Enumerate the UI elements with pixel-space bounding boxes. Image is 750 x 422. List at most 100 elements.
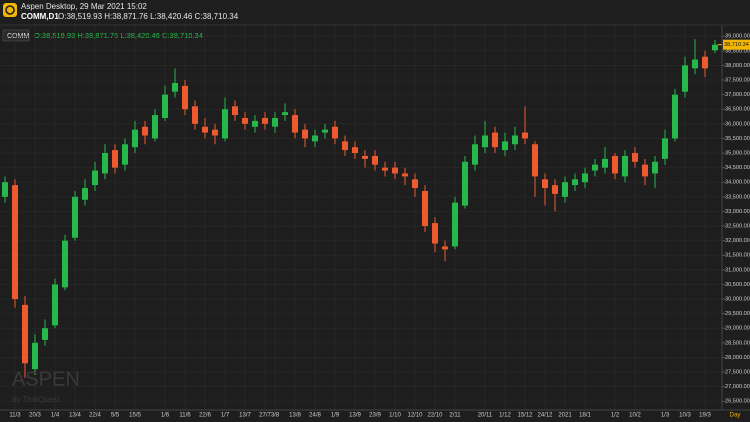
y-tick-label: 33,500.00 (725, 194, 750, 200)
candle-body (172, 82, 178, 92)
candle-body (592, 164, 598, 171)
x-tick-label: 13/9 (349, 413, 361, 419)
candle-body (602, 158, 608, 168)
y-tick-label: 34,500.00 (725, 165, 750, 171)
y-tick-label: 30,000.00 (725, 297, 750, 303)
y-tick-label: 32,000.00 (725, 238, 750, 244)
candle-body (102, 153, 108, 174)
y-tick-label: 29,500.00 (725, 311, 750, 317)
x-tick-label: 13/8 (289, 413, 301, 419)
x-tick-label: 27/7 (259, 413, 271, 419)
candle-body (692, 59, 698, 69)
y-tick-label: 38,500.00 (725, 48, 750, 54)
candle-body (122, 144, 128, 165)
x-tick-label: 1/4 (51, 413, 60, 419)
candle-body (532, 144, 538, 177)
candle-body (32, 342, 38, 370)
x-tick-label: 10/2 (629, 413, 641, 419)
x-tick-label: 1/2 (611, 413, 620, 419)
candle-body (292, 115, 298, 133)
candle-body (302, 129, 308, 139)
y-tick-label: 35,000.00 (725, 151, 750, 157)
x-tick-label: 22/10 (427, 413, 443, 419)
y-tick-label: 30,500.00 (725, 282, 750, 288)
candle-body (182, 85, 188, 110)
x-tick-label: 20/3 (29, 413, 41, 419)
candle-body (222, 109, 228, 139)
candle-body (52, 284, 58, 326)
candle-body (412, 179, 418, 189)
candle-body (462, 161, 468, 206)
watermark-sub: by ThaiQuest (12, 395, 60, 404)
y-tick-label: 26,500.00 (725, 399, 750, 405)
x-tick-label: 13/4 (69, 413, 81, 419)
candle-body (522, 132, 528, 139)
x-tick-label: 18/1 (579, 413, 591, 419)
candle-body (162, 94, 168, 118)
y-tick-label: 36,500.00 (725, 107, 750, 113)
y-tick-label: 37,500.00 (725, 78, 750, 84)
x-tick-label: 11/3 (9, 413, 21, 419)
candle-body (282, 112, 288, 116)
app-logo-mark (5, 5, 15, 15)
y-tick-label: 31,000.00 (725, 267, 750, 273)
y-tick-label: 36,000.00 (725, 121, 750, 127)
y-tick-label: 33,000.00 (725, 209, 750, 215)
x-tick-label: 15/5 (129, 413, 141, 419)
candle-body (652, 161, 658, 174)
x-tick-label: 11/6 (179, 413, 191, 419)
y-tick-label: 34,000.00 (725, 180, 750, 186)
x-tick-label: 23/9 (369, 413, 381, 419)
candle-body (572, 179, 578, 186)
candle-body (662, 138, 668, 159)
candle-body (42, 328, 48, 340)
candle-body (432, 223, 438, 244)
candle-body (672, 94, 678, 139)
candle-body (562, 182, 568, 197)
candle-body (392, 167, 398, 174)
candle-body (582, 173, 588, 183)
candle-body (492, 132, 498, 148)
candle-body (632, 153, 638, 162)
candle-body (362, 155, 368, 159)
last-price-box (723, 39, 750, 50)
x-tick-label: 22/4 (89, 413, 101, 419)
x-tick-label: 1/3 (661, 413, 670, 419)
candle-body (622, 155, 628, 177)
candle-body (2, 182, 8, 197)
watermark: ASPEN (12, 368, 80, 390)
x-tick-label: 5/5 (111, 413, 120, 419)
x-tick-label: 1/12 (499, 413, 511, 419)
candle-body (482, 135, 488, 148)
y-tick-label: 29,000.00 (725, 326, 750, 332)
candle-body (422, 190, 428, 227)
x-tick-label: 22/6 (199, 413, 211, 419)
candle-body (252, 120, 258, 127)
candle-body (332, 126, 338, 139)
y-tick-label: 32,500.00 (725, 224, 750, 230)
candle-body (132, 129, 138, 148)
y-tick-label: 27,000.00 (725, 384, 750, 390)
x-tick-label: 12/10 (407, 413, 423, 419)
last-price-label: 38,710.34 (724, 42, 749, 48)
x-tick-label: 2/11 (449, 413, 461, 419)
symbol-label: COMM,D1 (21, 12, 59, 21)
candle-body (712, 44, 718, 51)
y-tick-label: 38,000.00 (725, 63, 750, 69)
candle-body (62, 240, 68, 288)
x-tick-label: 1/7 (221, 413, 230, 419)
candle-body (442, 246, 448, 250)
candle-body (322, 129, 328, 133)
y-tick-label: 37,000.00 (725, 92, 750, 98)
candle-body (92, 170, 98, 186)
candle-body (142, 126, 148, 136)
candle-body (612, 155, 618, 174)
candle-body (232, 106, 238, 116)
candle-body (312, 135, 318, 142)
candle-body (212, 129, 218, 136)
x-axis-label: Day (730, 413, 741, 419)
candle-body (242, 117, 248, 124)
candle-body (502, 141, 508, 151)
candle-body (112, 150, 118, 168)
